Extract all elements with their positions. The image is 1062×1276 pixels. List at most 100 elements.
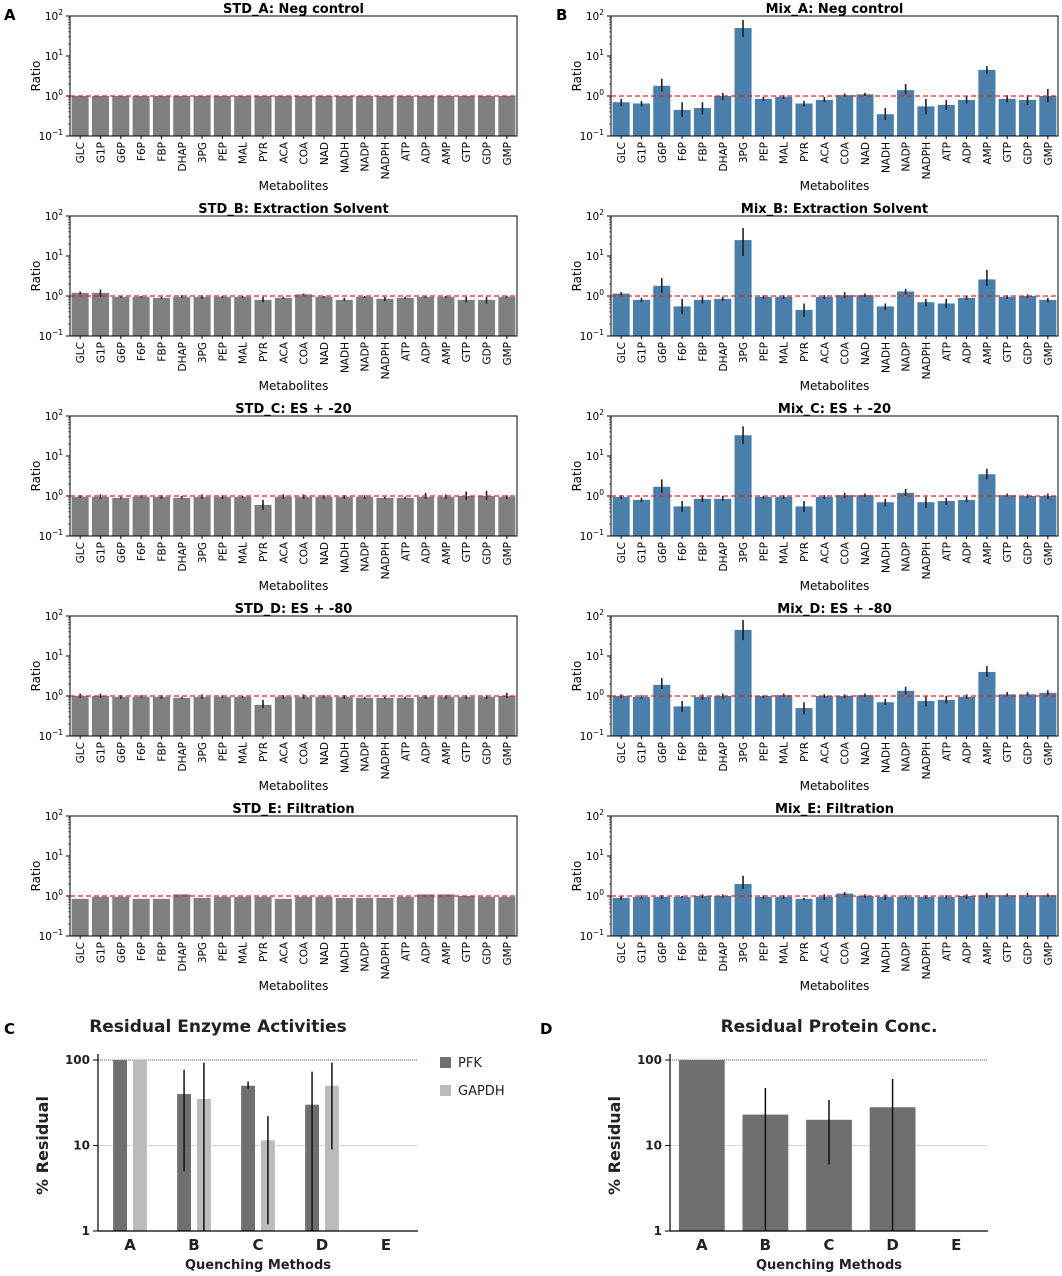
STD_A-bar-G6P [112, 96, 130, 136]
STD_A-frame [69, 15, 518, 137]
C-xtick-label-E: E [381, 1236, 391, 1254]
STD_E-panel: STD_E: Filtration GLC G1P G6P F6P FBP DHAP 3PG P… [29, 802, 518, 993]
Mix_D-bar-GMP [1039, 692, 1057, 736]
Mix_E-ylabel: Ratio [570, 861, 584, 892]
STD_B-xtick-label-PYR: PYR [258, 342, 270, 362]
STD_D-xtick-label-PYR: PYR [258, 742, 270, 762]
STD_D-xtick-label-ATP: ATP [400, 742, 412, 761]
STD_E-xtick-label-NAD: NAD [319, 942, 331, 965]
STD_D-xtick-label-NADP: NADP [360, 742, 372, 771]
Mix_C-bar-PYR [795, 506, 813, 536]
STD_B-ytick-label: 10−1 [39, 328, 64, 343]
Mix_A-bar-DHAP [714, 96, 732, 136]
STD_C-xtick-label-NADPH: NADPH [380, 542, 392, 579]
STD_D-xtick-label-GTP: GTP [461, 742, 473, 763]
STD_C-bar-GTP [457, 496, 475, 536]
STD_A-bar-MAL [234, 96, 252, 136]
STD_C-ytick-label: 101 [45, 448, 63, 463]
Mix_A-xtick-label-ATP: ATP [941, 142, 953, 161]
STD_B-xtick-label-PEP: PEP [217, 342, 229, 361]
Mix_D-xtick-label-MAL: MAL [779, 742, 791, 764]
Mix_B-bar-MAL [775, 296, 793, 336]
STD_B-xtick-label-FBP: FBP [156, 342, 168, 362]
STD_A-bar-AMP [437, 96, 455, 136]
Mix_E-xtick-label-ACA: ACA [819, 941, 831, 963]
STD_E-xtick-label-FBP: FBP [156, 942, 168, 962]
STD_C-xtick-label-PEP: PEP [217, 542, 229, 561]
Mix_C-bar-AMP [978, 474, 996, 536]
STD_C-bar-F6P [132, 496, 150, 536]
STD_A-bar-ADP [417, 96, 435, 136]
STD_C-bar-AMP [437, 496, 455, 536]
STD_D-bar-NADPH [376, 697, 394, 736]
STD_D-bar-G1P [91, 696, 110, 736]
C-xtick-label-C: C [252, 1236, 263, 1254]
STD_E-bar-ACA [274, 898, 292, 936]
STD_E-xtick-label-NADPH: NADPH [380, 942, 392, 979]
Mix_C-bar-NADH [876, 502, 894, 536]
STD_E-xtick-label-F6P: F6P [136, 942, 148, 961]
Mix_A-xtick-label-G1P: G1P [636, 142, 648, 163]
C-legend-label-GAPDH: GAPDH [458, 1084, 505, 1099]
Mix_E-bar-MAL [775, 896, 793, 936]
STD_B-xtick-label-3PG: 3PG [197, 342, 209, 363]
STD_B-bar-AMP [437, 296, 455, 336]
STD_B-xtick-label-MAL: MAL [238, 342, 250, 364]
Mix_D-frame [610, 615, 1059, 737]
STD_D-ytick-label: 100 [45, 688, 63, 703]
Mix_E-xtick-label-G6P: G6P [657, 942, 669, 963]
STD_D-bar-F6P [132, 696, 150, 736]
STD_C-bar-NAD [315, 496, 333, 536]
STD_D-bar-ACA [274, 696, 292, 736]
STD_A-xtick-label-G6P: G6P [116, 142, 128, 163]
STD_E-ytick-label: 101 [45, 848, 63, 863]
STD_D-xtick-label-NAD: NAD [319, 742, 331, 765]
STD_A-xtick-label-NADP: NADP [360, 142, 372, 171]
Mix_E-bar-DHAP [714, 896, 732, 936]
Mix_E-bar-NADH [876, 896, 894, 936]
Mix_B-ytick-label: 100 [586, 288, 604, 303]
STD_B-ytick-label: 101 [45, 248, 63, 263]
STD_B-bar-DHAP [173, 296, 191, 336]
Mix_E-bar-PEP [754, 896, 772, 936]
STD_D-bar-G6P [112, 696, 130, 736]
Mix_C-xtick-label-DHAP: DHAP [718, 542, 730, 572]
STD_B-panel: STD_B: Extraction Solvent GLC G1P G6P F6P FBP… [29, 202, 518, 393]
Mix_D-xtick-label-PYR: PYR [799, 742, 811, 762]
STD_C-ylabel: Ratio [29, 461, 43, 492]
STD_E-xtick-label-COA: COA [299, 941, 311, 964]
STD_D-xtick-label-3PG: 3PG [197, 742, 209, 763]
Mix_A-bar-3PG [734, 28, 752, 137]
STD_E-bar-GLC [71, 898, 89, 936]
Mix_E-xtick-label-NADH: NADH [880, 942, 892, 973]
STD_E-xtick-label-ACA: ACA [278, 941, 290, 963]
STD_C-xtick-label-G6P: G6P [116, 542, 128, 563]
C-legend-swatch-GAPDH [440, 1085, 451, 1096]
STD_E-xtick-label-G1P: G1P [95, 942, 107, 963]
Mix_D-bar-F6P [673, 706, 691, 736]
Mix_A-bar-ADP [958, 99, 976, 136]
STD_A-xtick-label-GLC: GLC [75, 142, 87, 163]
STD_A-xtick-label-3PG: 3PG [197, 142, 209, 163]
Mix_B-xtick-label-MAL: MAL [779, 342, 791, 364]
Mix_E-xtick-label-F6P: F6P [677, 942, 689, 961]
STD_C-ytick-label: 10−1 [39, 528, 64, 543]
STD_A-xtick-label-DHAP: DHAP [177, 142, 189, 172]
Mix_B-xtick-label-PEP: PEP [758, 342, 770, 361]
STD_E-xtick-label-3PG: 3PG [197, 942, 209, 963]
Mix_C-xtick-label-NADPH: NADPH [921, 542, 933, 579]
Mix_A-xtick-label-ADP: ADP [962, 142, 974, 164]
STD_C-bar-PEP [213, 496, 231, 536]
C-title: Residual Enzyme Activities [89, 1017, 347, 1037]
Mix_C-ytick-label: 100 [586, 488, 604, 503]
STD_C-xtick-label-GTP: GTP [461, 542, 473, 563]
STD_A-bar-G1P [91, 96, 110, 136]
Mix_D-bar-MAL [775, 695, 793, 736]
Mix_A-bar-GDP [1018, 99, 1037, 136]
Mix_B-bar-GMP [1039, 299, 1057, 336]
Mix_B-title: Mix_B: Extraction Solvent [741, 202, 928, 217]
Mix_E-xtick-label-MAL: MAL [779, 942, 791, 964]
D-xtick-label-B: B [760, 1236, 771, 1254]
STD_D-xtick-label-GMP: GMP [502, 742, 514, 766]
Mix_D-xtick-label-GLC: GLC [616, 742, 628, 763]
